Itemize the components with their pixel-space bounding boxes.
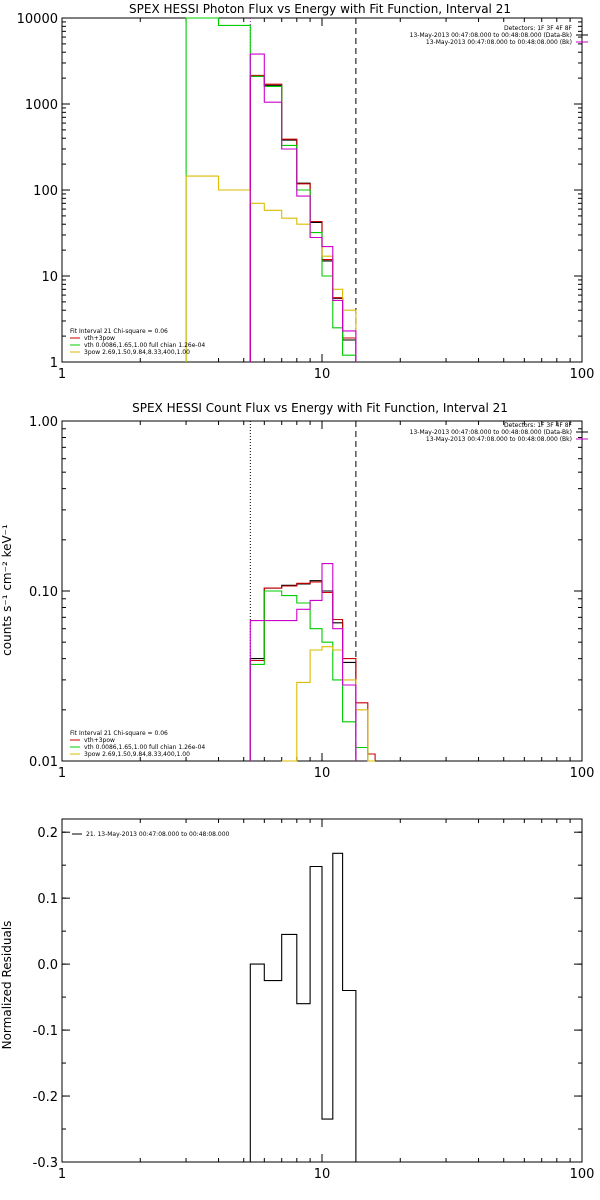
x-axis: 1 10 100 xyxy=(58,421,595,781)
y-tick-label: 0.1 xyxy=(37,892,58,907)
y-tick-label: 1.00 xyxy=(29,415,58,430)
y-axis-label: Normalized Residuals xyxy=(0,921,14,1050)
x-tick-label: 1 xyxy=(58,1167,66,1182)
y-tick-label: 10000 xyxy=(17,12,58,27)
legend-entry: vth 0.0086,1.65,1.00 full chian 1.26e-04 xyxy=(84,342,205,349)
info-box: Detectors: 1F 3F 4F 8F 13-May-2013 00:47… xyxy=(410,422,588,443)
series-vth xyxy=(249,590,369,761)
plot-area: 1 10 100 0.01 0.10 1.00 xyxy=(29,415,594,781)
series-21-13-may-2013-00-47-08- xyxy=(249,852,357,1162)
info-line: Detectors: 1F 3F 4F 8F xyxy=(504,422,573,429)
x-tick-label: 100 xyxy=(570,367,595,382)
panel-photon-flux: SPEX HESSI Photon Flux vs Energy with Fi… xyxy=(17,2,595,382)
plot-frame xyxy=(61,17,583,363)
y-tick-label: 10 xyxy=(41,270,58,285)
series-vth xyxy=(185,17,357,362)
legend-entry: vth+3pow xyxy=(84,737,115,744)
y-axis: 1 10 100 1000 10000 xyxy=(17,12,582,371)
x-axis: 1 10 100 xyxy=(58,819,595,1182)
panel-count-flux: SPEX HESSI Count Flux vs Energy with Fit… xyxy=(0,401,594,781)
y-tick-label: 0.01 xyxy=(29,755,58,770)
x-tick-label: 10 xyxy=(314,1167,331,1182)
series-vth-3pow xyxy=(249,74,357,362)
info-box: Detectors: 1F 3F 4F 8F 13-May-2013 00:47… xyxy=(410,25,588,46)
info-line: 13-May-2013 00:47:08.000 to 00:48:08.000… xyxy=(426,436,572,443)
y-tick-label: 0.10 xyxy=(29,585,58,600)
legend-entry: 21. 13-May-2013 00:47:08.000 to 00:48:08… xyxy=(86,831,230,838)
y-tick-label: -0.1 xyxy=(33,1024,58,1039)
panel-title: SPEX HESSI Photon Flux vs Energy with Fi… xyxy=(129,2,511,16)
panel-title: SPEX HESSI Count Flux vs Energy with Fit… xyxy=(132,401,508,415)
y-axis: 0.01 0.10 1.00 xyxy=(29,415,582,770)
info-line: 13-May-2013 00:47:08.000 to 00:48:08.000… xyxy=(410,32,572,39)
info-line: 13-May-2013 00:47:08.000 to 00:48:08.000… xyxy=(410,429,572,436)
info-line: Detectors: 1F 3F 4F 8F xyxy=(504,25,573,32)
x-axis: 1 10 100 xyxy=(58,18,595,382)
y-tick-label: 0.2 xyxy=(37,826,58,841)
y-tick-label: -0.2 xyxy=(33,1090,58,1105)
legend-entry: vth 0.0086,1.65,1.00 full chian 1.26e-04 xyxy=(84,744,205,751)
legend: Fit Interval 21 Chi-square = 0.06 vth+3p… xyxy=(70,328,205,356)
x-tick-label: 100 xyxy=(570,1167,595,1182)
legend-fit-line: Fit Interval 21 Chi-square = 0.06 xyxy=(70,328,168,335)
y-axis: -0.3 -0.2 -0.1 0.0 0.1 0.2 xyxy=(33,826,582,1171)
panel-residuals: Normalized Residuals 1 10 100 -0.3 -0.2 -0.1 0… xyxy=(0,818,595,1182)
x-tick-label: 100 xyxy=(570,766,595,781)
series-data-bk xyxy=(249,580,357,761)
legend: Fit Interval 21 Chi-square = 0.06 vth+3p… xyxy=(70,730,205,758)
plot-area: 1 10 100 1 10 100 1000 10000 xyxy=(17,12,595,382)
y-tick-label: 1 xyxy=(50,356,58,371)
series-data-bk xyxy=(249,75,357,362)
y-tick-label: -0.3 xyxy=(33,1156,58,1171)
x-tick-label: 10 xyxy=(314,367,331,382)
x-tick-label: 10 xyxy=(314,766,331,781)
y-tick-label: 1000 xyxy=(25,98,58,113)
series-bk xyxy=(249,53,357,362)
legend-fit-line: Fit Interval 21 Chi-square = 0.06 xyxy=(70,730,168,737)
series-3pow xyxy=(281,646,376,762)
y-tick-label: 100 xyxy=(33,184,58,199)
info-line: 13-May-2013 00:47:08.000 to 00:48:08.000… xyxy=(426,39,572,46)
plot-area: 1 10 100 -0.3 -0.2 -0.1 0.0 0.1 0.2 xyxy=(33,818,595,1182)
series-3pow xyxy=(185,175,357,362)
x-tick-label: 1 xyxy=(58,367,66,382)
y-axis-label: counts s⁻¹ cm⁻² keV⁻¹ xyxy=(0,524,14,656)
legend-entry: 3pow 2.69,1.50,9.84,8.33,400,1.00 xyxy=(84,751,190,758)
x-tick-label: 1 xyxy=(58,766,66,781)
y-tick-label: 0.0 xyxy=(37,958,58,973)
legend-entry: vth+3pow xyxy=(84,335,115,342)
series-bk xyxy=(249,563,357,761)
legend: 21. 13-May-2013 00:47:08.000 to 00:48:08… xyxy=(72,831,230,838)
legend-entry: 3pow 2.69,1.50,9.84,8.33,400,1.00 xyxy=(84,349,190,356)
